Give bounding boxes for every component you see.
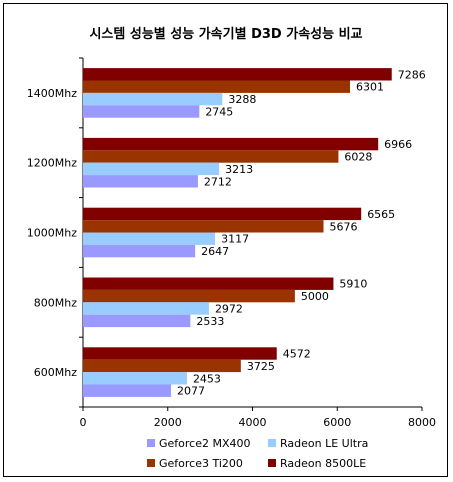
- bar-4-2: [83, 359, 241, 373]
- legend: Geforce2 MX400 Radeon LE Ultra Geforce3 Ti…: [147, 437, 368, 470]
- data-label-4-3: 4572: [283, 348, 311, 361]
- category-label-1: 1200Mhz: [27, 157, 77, 170]
- data-label-2-1: 3117: [221, 233, 249, 246]
- data-label-2-2: 5676: [330, 220, 358, 233]
- data-label-4-1: 2453: [193, 372, 221, 385]
- bar-1-0: [83, 175, 198, 188]
- category-label-4: 600Mhz: [34, 366, 77, 379]
- legend-label-3: Radeon 8500LE: [280, 457, 366, 470]
- data-label-0-2: 6301: [356, 81, 384, 94]
- chart-title: 시스템 성능별 성능 가속기별 D3D 가속성능 비교: [89, 26, 362, 42]
- x-tick-label-0: 0: [80, 416, 87, 429]
- bar-2-2: [83, 220, 324, 233]
- chart-frame: 시스템 성능별 성능 가속기별 D3D 가속성능 비교 7286 6301 3288…: [3, 3, 448, 477]
- bar-0-2: [83, 80, 351, 93]
- bar-1-3: [83, 137, 379, 151]
- data-label-2-3: 6565: [367, 208, 395, 221]
- bar-4-3: [83, 347, 277, 360]
- data-label-3-3: 5910: [339, 278, 367, 291]
- data-label-1-2: 6028: [344, 151, 372, 164]
- legend-label-1: Radeon LE Ultra: [280, 437, 368, 450]
- bar-3-1: [83, 302, 209, 315]
- data-label-0-0: 2745: [205, 106, 233, 119]
- x-tick-label-3: 6000: [323, 416, 351, 429]
- x-tick-label-4: 8000: [408, 416, 436, 429]
- bar-0-3: [83, 68, 392, 81]
- chart-svg: 시스템 성능별 성능 가속기별 D3D 가속성능 비교 7286 6301 3288…: [27, 26, 436, 470]
- bar-4-0: [83, 384, 172, 397]
- data-label-4-2: 3725: [247, 360, 275, 373]
- ticks-layer: 1400Mhz 1200Mhz 1000Mhz 800Mhz 600Mhz 0 2000 40…: [27, 57, 436, 429]
- data-label-3-0: 2533: [196, 315, 224, 328]
- data-label-1-3: 6966: [384, 138, 412, 151]
- bar-3-0: [83, 314, 191, 328]
- category-label-3: 800Mhz: [34, 296, 77, 309]
- data-label-0-1: 3288: [228, 93, 256, 106]
- legend-swatch-0: [147, 439, 155, 447]
- x-tick-label-1: 2000: [154, 416, 182, 429]
- category-label-0: 1400Mhz: [27, 87, 77, 100]
- bar-0-0: [83, 105, 200, 118]
- bar-0-1: [83, 92, 223, 106]
- data-label-0-3: 7286: [398, 68, 426, 81]
- data-label-3-2: 5000: [301, 290, 329, 303]
- category-label-2: 1000Mhz: [27, 227, 77, 240]
- legend-swatch-1: [268, 439, 276, 447]
- bar-1-1: [83, 162, 220, 176]
- data-label-3-1: 2972: [215, 303, 243, 316]
- legend-swatch-2: [147, 459, 155, 467]
- data-label-1-1: 3213: [225, 163, 253, 176]
- data-label-1-0: 2712: [204, 175, 232, 188]
- legend-label-2: Geforce3 Ti200: [159, 457, 243, 470]
- bar-4-1: [83, 372, 187, 385]
- bar-3-3: [83, 277, 334, 290]
- bar-1-2: [83, 150, 339, 163]
- data-label-2-0: 2647: [201, 245, 229, 258]
- bar-3-2: [83, 289, 295, 303]
- legend-swatch-3: [268, 459, 276, 467]
- bar-2-1: [83, 232, 216, 245]
- data-label-4-0: 2077: [177, 385, 205, 398]
- legend-label-0: Geforce2 MX400: [159, 437, 251, 450]
- bar-2-3: [83, 207, 362, 221]
- x-tick-label-2: 4000: [239, 416, 267, 429]
- bar-2-0: [83, 244, 196, 258]
